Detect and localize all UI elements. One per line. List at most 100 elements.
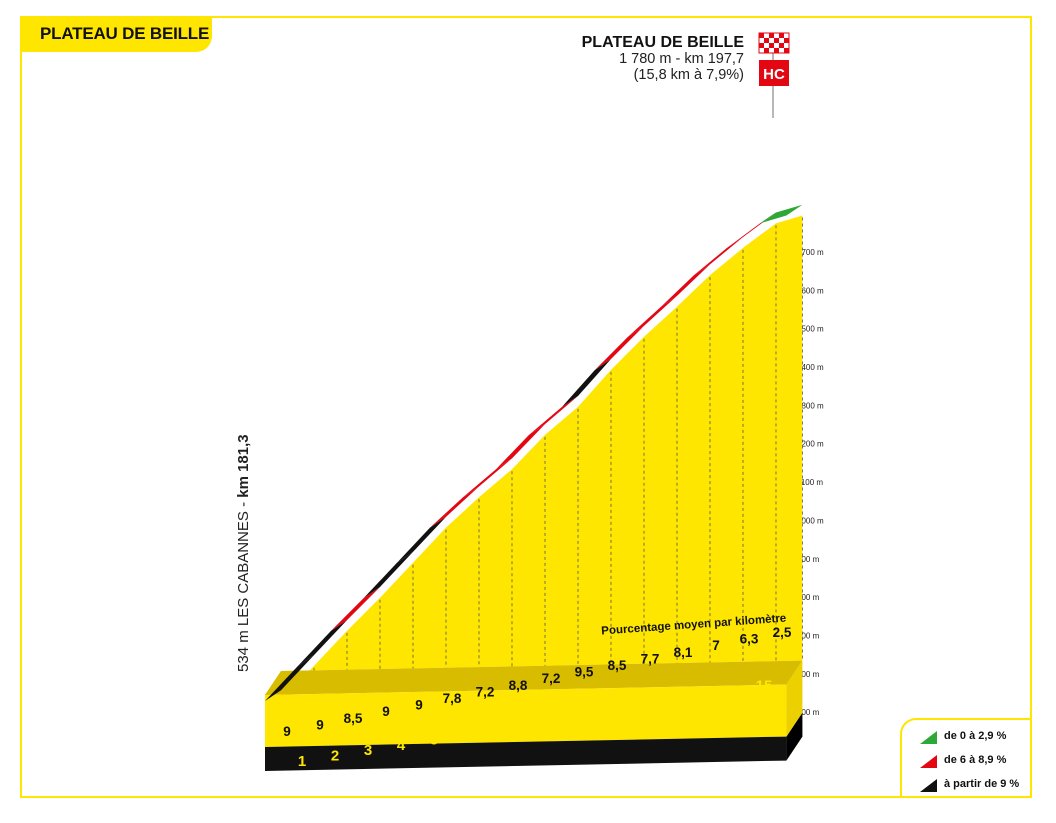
start-label: 534 m LES CABANNES - km 181,3: [235, 434, 252, 672]
y-tick-label: 500 m: [797, 708, 820, 717]
flag-cell: [769, 33, 774, 38]
surface-segment-black: [364, 551, 413, 598]
surface-segment-red: [529, 396, 578, 435]
surface-segment-red: [331, 586, 380, 631]
profile-face: [281, 215, 803, 701]
y-tick-label: 1700 m: [797, 248, 824, 257]
flag-cell: [774, 48, 779, 53]
percent-label: 7,7: [641, 651, 660, 666]
y-tick-label: 1300 m: [797, 401, 824, 410]
summit-name: PLATEAU DE BEILLE: [581, 34, 744, 51]
percent-band-side: [786, 660, 803, 737]
y-tick-label: 1200 m: [797, 440, 824, 449]
flag-cell: [784, 48, 789, 53]
percent-label: 7,8: [443, 691, 462, 706]
km-marker: 9: [562, 710, 570, 727]
flag-cell: [759, 43, 764, 48]
legend-swatch-black: [920, 779, 937, 792]
surface-segment-red: [628, 295, 677, 337]
percent-label: 9: [316, 717, 324, 732]
percent-label: 9,5: [575, 665, 594, 680]
km-marker: 5: [430, 731, 438, 748]
y-tick-label: 1600 m: [797, 286, 824, 295]
percent-label: 9: [415, 698, 423, 713]
legend-swatch-green: [920, 731, 937, 744]
flag-cell: [779, 33, 784, 38]
checkered-flag-icon: [758, 32, 790, 54]
surface-segment-black: [562, 359, 611, 407]
surface-segment-red: [694, 237, 743, 276]
flag-cell: [764, 38, 769, 43]
percent-label: 2,5: [773, 625, 792, 640]
percent-label: 8,5: [344, 711, 363, 726]
flag-cell: [784, 43, 789, 48]
surface-segment-red: [661, 264, 710, 307]
percent-label: 8,8: [509, 678, 528, 693]
flag-cell: [764, 43, 769, 48]
summit-climb-stats: (15,8 km à 7,9%): [633, 67, 744, 83]
legend-label: de 0 à 2,9 %: [944, 730, 1007, 742]
hc-badge-label: HC: [763, 66, 785, 83]
legend-swatch-red: [920, 755, 937, 768]
km-marker: 13: [690, 688, 707, 705]
percent-label: 9: [382, 704, 390, 719]
profile-body: [265, 215, 803, 771]
legend-label: à partir de 9 %: [944, 778, 1020, 790]
flag-cell: [769, 43, 774, 48]
flag-cell: [759, 33, 764, 38]
flag-cell: [774, 33, 779, 38]
percent-label: 8,1: [674, 645, 693, 660]
gradient-legend: de 0 à 2,9 % de 6 à 8,9 % à partir de 9 …: [900, 718, 1032, 798]
surface-segment-black: [397, 516, 446, 563]
y-tick-label: 900 m: [797, 555, 820, 564]
percent-label: 6,3: [740, 632, 759, 647]
km-marker: 7: [496, 721, 504, 738]
profile-surface: [265, 204, 803, 701]
flag-cell: [784, 33, 789, 38]
summit-info: PLATEAU DE BEILLE 1 780 m - km 197,7 (15…: [581, 34, 744, 84]
percent-label: 9: [283, 724, 291, 739]
surface-segment-red: [595, 325, 644, 370]
surface-segment-black: [298, 620, 347, 666]
km-markers: 1 2 3 4 5 6 7 8 9 10 11 12 13 14 15: [298, 677, 773, 770]
y-tick-label: 1400 m: [797, 363, 824, 372]
percent-label: 8,5: [608, 658, 627, 673]
flag-cell: [784, 38, 789, 43]
flag-cell: [764, 33, 769, 38]
km-marker: 12: [657, 694, 674, 711]
summit-flag: HC: [758, 32, 790, 118]
percent-labels: 9 9 8,5 9 9 7,8 7,2 8,8 7,2 9,5 8,5 7,7 8,1 7 6,3 2,5: [283, 625, 792, 739]
surface-segment-green: [760, 204, 803, 224]
start-label-km: km 181,3: [235, 434, 252, 497]
km-marker: 10: [591, 704, 608, 721]
km-marker: 14: [723, 683, 740, 700]
km-marker: 2: [331, 748, 339, 765]
km-band-side: [786, 712, 803, 761]
chart-frame: [20, 16, 1032, 798]
hc-badge: [759, 60, 789, 86]
km-marker: 11: [624, 699, 640, 716]
summit-altitude-km: 1 780 m - km 197,7: [619, 51, 744, 67]
flag-cell: [764, 48, 769, 53]
title-tab: PLATEAU DE BEILLE: [20, 16, 212, 52]
km-band: [265, 736, 787, 771]
y-tick-label: 1500 m: [797, 325, 824, 334]
km-marker: 4: [397, 737, 406, 754]
percent-label: 7,2: [542, 671, 561, 686]
surface-segment-black: [265, 655, 314, 701]
flag-cell: [774, 38, 779, 43]
surface-segment-red: [430, 486, 479, 528]
flag-border: [758, 32, 790, 54]
y-tick-label: 1000 m: [797, 516, 824, 525]
y-tick-label: 600 m: [797, 670, 820, 679]
flag-cell: [769, 48, 774, 53]
km-marker: 6: [463, 726, 471, 743]
flag-cell: [759, 48, 764, 53]
surface-segment-red: [463, 458, 512, 498]
page-title: PLATEAU DE BEILLE: [40, 24, 210, 43]
flag-cell: [769, 38, 774, 43]
legend-label: de 6 à 8,9 %: [944, 754, 1007, 766]
y-tick-label: 800 m: [797, 593, 820, 602]
y-axis: 500 m 600 m 700 m 800 m 900 m 1000 m 1100 m 120…: [797, 248, 824, 717]
